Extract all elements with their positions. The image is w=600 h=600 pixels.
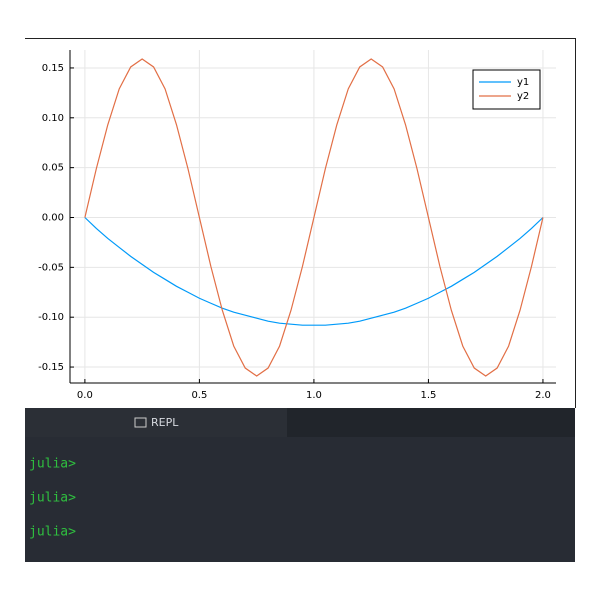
repl-prompt: julia> (29, 491, 76, 506)
series-line (84, 217, 544, 326)
x-tick-label: 1.5 (420, 390, 436, 401)
repl-tab[interactable] (25, 408, 287, 437)
y-tick-label: 0.05 (42, 163, 64, 174)
legend-label: y1 (517, 77, 529, 88)
series-line (84, 58, 544, 377)
y-tick-label: 0.10 (42, 113, 64, 124)
x-tick-label: 1.0 (306, 390, 322, 401)
y-tick-label: -0.05 (38, 262, 64, 273)
legend-box (472, 69, 541, 110)
y-tick-label: -0.15 (38, 362, 64, 373)
tab-bar (287, 408, 575, 437)
tab-label[interactable]: REPL (151, 416, 179, 429)
x-tick-label: 0.0 (77, 390, 93, 401)
terminal-icon (134, 417, 147, 428)
repl-prompt: julia> (29, 525, 76, 540)
repl-prompt: julia> (29, 457, 76, 472)
x-tick-label: 0.5 (191, 390, 207, 401)
y-tick-label: 0.15 (42, 63, 64, 74)
y-tick-label: 0.00 (42, 212, 64, 223)
legend-label: y2 (517, 91, 529, 102)
plot: -0.15 -0.10 -0.05 0.00 0.05 0.10 0.15 0.0 0.5 1.0… (38, 50, 556, 401)
x-tick-label: 2.0 (535, 390, 551, 401)
repl-output: julia> julia> julia> (29, 457, 76, 540)
y-tick-label: -0.10 (38, 312, 64, 323)
